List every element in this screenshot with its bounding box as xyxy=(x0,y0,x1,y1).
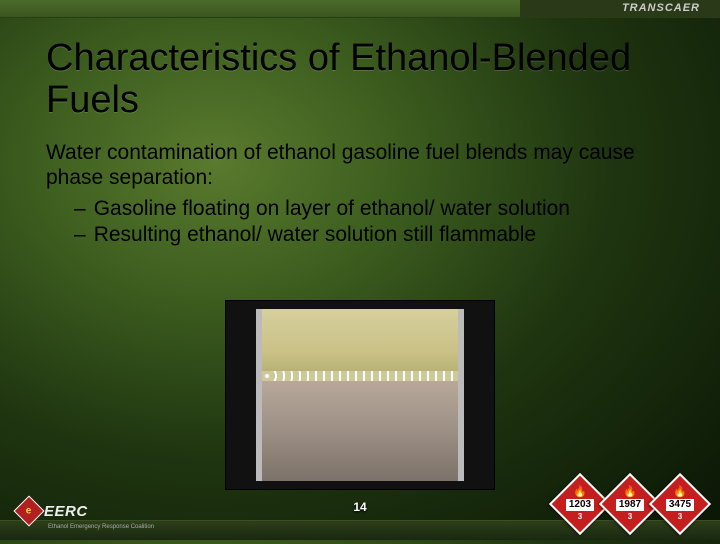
eerc-logo-text: EERC xyxy=(44,503,88,520)
bullet-item: – Gasoline floating on layer of ethanol/… xyxy=(74,196,674,222)
eerc-logo: e EERC xyxy=(18,500,88,522)
bullet-list: – Gasoline floating on layer of ethanol/… xyxy=(74,196,674,249)
slide-lead-text: Water contamination of ethanol gasoline … xyxy=(46,140,674,190)
flame-icon: 🔥 xyxy=(623,487,637,498)
placard-un-number: 1987 xyxy=(616,499,644,511)
placard-class: 3 xyxy=(628,512,632,521)
placard-3475: 🔥 3475 3 xyxy=(649,473,711,535)
placard-class: 3 xyxy=(578,512,582,521)
slide-content: Characteristics of Ethanol-Blended Fuels… xyxy=(24,24,696,258)
bullet-text: Resulting ethanol/ water solution still … xyxy=(94,222,536,248)
slide-number: 14 xyxy=(353,500,366,514)
gasoline-layer xyxy=(262,309,458,371)
bullet-item: – Resulting ethanol/ water solution stil… xyxy=(74,222,674,248)
slide-title: Characteristics of Ethanol-Blended Fuels xyxy=(46,38,674,122)
flame-icon: 🔥 xyxy=(673,487,687,498)
eerc-diamond-icon: e xyxy=(13,495,44,526)
eerc-diamond-letter: e xyxy=(26,506,32,517)
flame-icon: 🔥 xyxy=(573,487,587,498)
beaker-illustration xyxy=(256,309,464,481)
phase-separation-photo xyxy=(225,300,495,490)
placard-class: 3 xyxy=(678,512,682,521)
ethanol-water-layer xyxy=(262,381,458,481)
bullet-dash: – xyxy=(74,196,86,222)
placard-un-number: 3475 xyxy=(666,499,694,511)
bullet-dash: – xyxy=(74,222,86,248)
eerc-subtitle: Ethanol Emergency Response Coalition xyxy=(48,524,154,530)
interface-layer xyxy=(262,371,458,381)
bullet-text: Gasoline floating on layer of ethanol/ w… xyxy=(94,196,570,222)
hazmat-placards: 🔥 1203 3 🔥 1987 3 🔥 3475 3 xyxy=(558,482,702,526)
brand-logo-topright: TRANSCAER xyxy=(622,2,700,14)
placard-un-number: 1203 xyxy=(566,499,594,511)
header-bar xyxy=(0,0,720,18)
